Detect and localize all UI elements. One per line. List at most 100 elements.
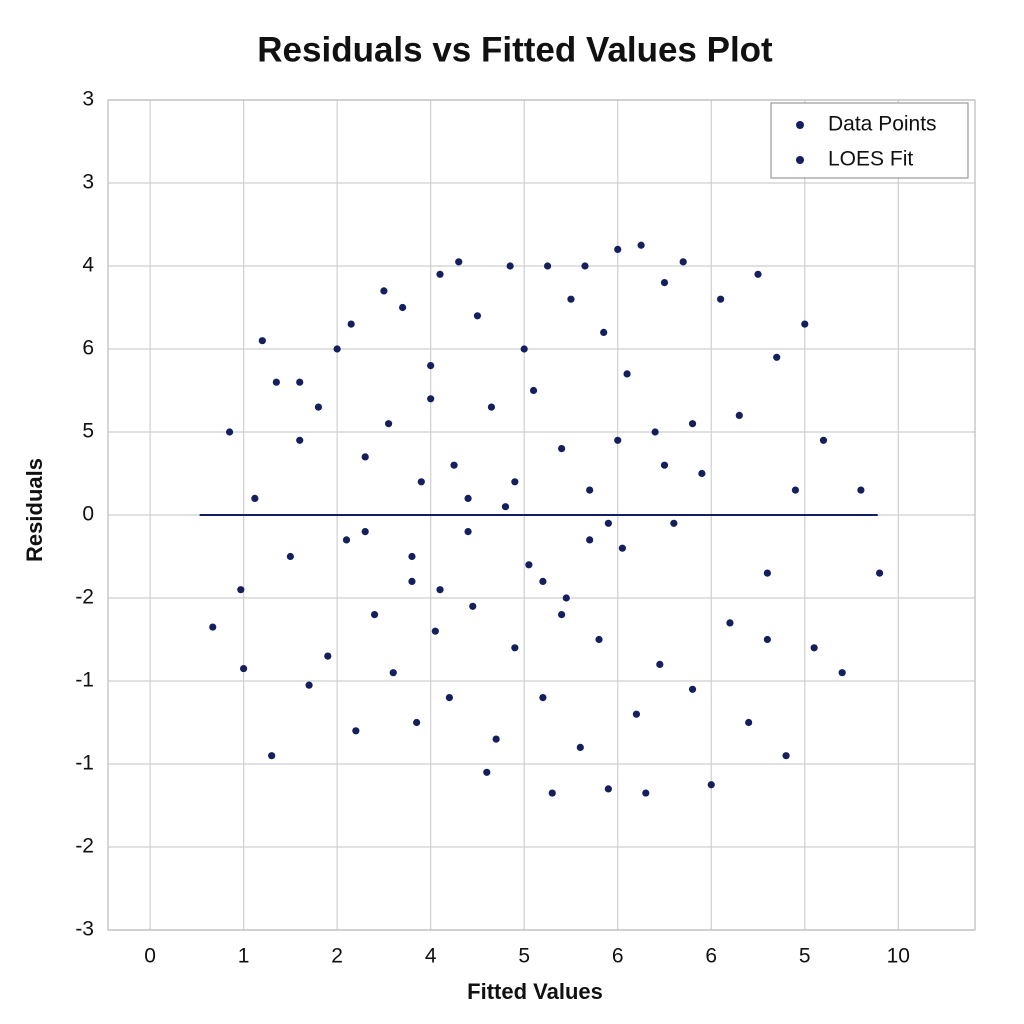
data-point [455, 258, 463, 266]
data-point [679, 258, 687, 266]
data-point [529, 386, 538, 395]
x-axis-title: Fitted Values [467, 979, 603, 1004]
data-point [361, 453, 369, 461]
data-point [618, 544, 627, 552]
data-point [272, 378, 280, 386]
data-point [361, 528, 369, 536]
data-point [857, 486, 865, 494]
data-point [464, 528, 472, 536]
data-point [782, 752, 790, 760]
data-point [296, 436, 304, 444]
data-point [773, 353, 781, 361]
legend-label: LOES Fit [828, 148, 913, 171]
data-point [417, 478, 425, 486]
x-tick-label: 6 [612, 945, 624, 968]
data-point [819, 436, 828, 444]
x-tick-label: 0 [144, 945, 156, 968]
data-point [296, 378, 304, 386]
data-point [342, 536, 351, 544]
data-point [600, 328, 608, 336]
data-point [614, 245, 622, 253]
data-point [651, 428, 659, 436]
data-point [511, 478, 519, 486]
data-point [642, 789, 650, 797]
data-point [436, 586, 444, 594]
data-point [548, 789, 556, 797]
data-point [251, 494, 259, 502]
data-point [511, 644, 519, 652]
data-point [558, 445, 566, 453]
data-point [352, 727, 360, 735]
data-point [763, 635, 771, 644]
data-point [431, 627, 439, 635]
data-point [810, 644, 818, 652]
data-point [735, 411, 743, 419]
data-point [436, 270, 444, 278]
data-point [688, 420, 697, 428]
data-point [717, 295, 725, 303]
data-point [473, 312, 482, 320]
legend-label: Data Points [828, 113, 937, 136]
data-point [586, 486, 594, 494]
legend-marker [796, 156, 804, 164]
data-point [333, 345, 341, 353]
data-point [595, 635, 603, 644]
data-point [408, 577, 416, 586]
data-point [688, 685, 697, 693]
data-point [399, 303, 407, 312]
y-tick-label: -1 [75, 669, 94, 692]
data-point [763, 569, 771, 577]
data-point [614, 436, 622, 444]
data-point [445, 694, 453, 702]
data-point [305, 681, 313, 689]
data-point [801, 320, 809, 328]
data-point [604, 519, 612, 527]
data-point [384, 420, 393, 428]
x-tick-label: 5 [799, 945, 811, 968]
data-point [698, 469, 706, 478]
data-point [483, 768, 491, 776]
data-point [506, 262, 514, 270]
data-point [558, 611, 566, 619]
data-point [543, 262, 552, 270]
y-tick-label: 5 [82, 420, 94, 443]
data-point [586, 536, 594, 544]
y-tick-label: -3 [75, 918, 94, 941]
data-point [637, 241, 645, 249]
data-point [314, 403, 323, 411]
x-tick-label: 5 [518, 945, 530, 968]
x-tick-label: 10 [887, 945, 910, 968]
plot-frame [107, 99, 976, 931]
y-tick-label: 4 [82, 254, 94, 277]
x-tick-label: 2 [331, 945, 343, 968]
data-point [745, 718, 753, 727]
data-point [492, 735, 500, 743]
data-point [632, 710, 641, 718]
data-point [464, 494, 472, 502]
data-point [581, 262, 589, 270]
data-point [525, 561, 533, 569]
y-tick-label: -2 [75, 586, 94, 609]
data-point [726, 619, 734, 627]
data-point [237, 586, 245, 594]
y-tick-label: 0 [82, 503, 94, 526]
data-point [225, 428, 234, 436]
y-tick-label: 3 [82, 171, 94, 194]
data-point [707, 781, 715, 789]
data-point [791, 486, 800, 494]
x-tick-label: 1 [238, 945, 250, 968]
data-point [604, 785, 612, 793]
y-tick-label: 3 [82, 88, 94, 111]
data-point [876, 569, 884, 577]
data-point [660, 279, 669, 287]
data-point [487, 403, 496, 411]
data-point [427, 362, 435, 370]
data-point [347, 320, 355, 328]
data-point [380, 287, 388, 295]
data-point [623, 370, 631, 378]
data-point [838, 669, 846, 677]
data-point [268, 752, 276, 760]
data-point [656, 660, 664, 669]
data-point [501, 503, 510, 511]
y-tick-label: -2 [75, 835, 94, 858]
